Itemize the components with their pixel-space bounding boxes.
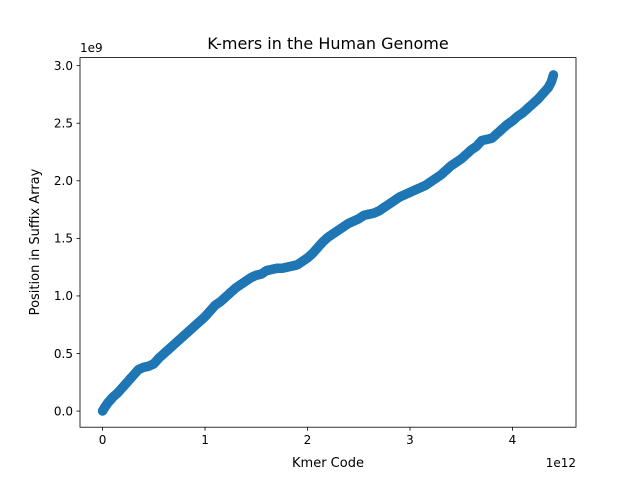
- y-tick-label: 0.5: [54, 347, 73, 361]
- y-tick-label: 1.0: [54, 289, 73, 303]
- x-tick-label: 3: [406, 433, 414, 447]
- y-axis-label: Position in Suffix Array: [28, 168, 43, 315]
- y-tick-label: 2.5: [54, 117, 73, 131]
- x-tick-label: 1: [201, 433, 209, 447]
- x-tick-label: 0: [99, 433, 107, 447]
- data-points: [97, 70, 559, 416]
- x-tick-label: 2: [304, 433, 312, 447]
- x-multiplier-label: 1e12: [546, 456, 576, 470]
- y-axis-ticks: 0.0 0.5 1.0 1.5 2.0 2.5 3.0: [54, 59, 80, 418]
- y-tick-label: 3.0: [54, 59, 73, 73]
- y-tick-label: 0.0: [54, 404, 73, 418]
- x-axis-label: Kmer Code: [292, 456, 364, 471]
- chart-title: K-mers in the Human Genome: [207, 34, 448, 53]
- y-tick-label: 1.5: [54, 232, 73, 246]
- x-axis-ticks: 0 1 2 3 4: [99, 427, 517, 447]
- y-multiplier-label: 1e9: [80, 41, 103, 55]
- x-tick-label: 4: [509, 433, 517, 447]
- y-tick-label: 2.0: [54, 174, 73, 188]
- plot-frame: [79, 57, 577, 428]
- data-point: [548, 70, 559, 80]
